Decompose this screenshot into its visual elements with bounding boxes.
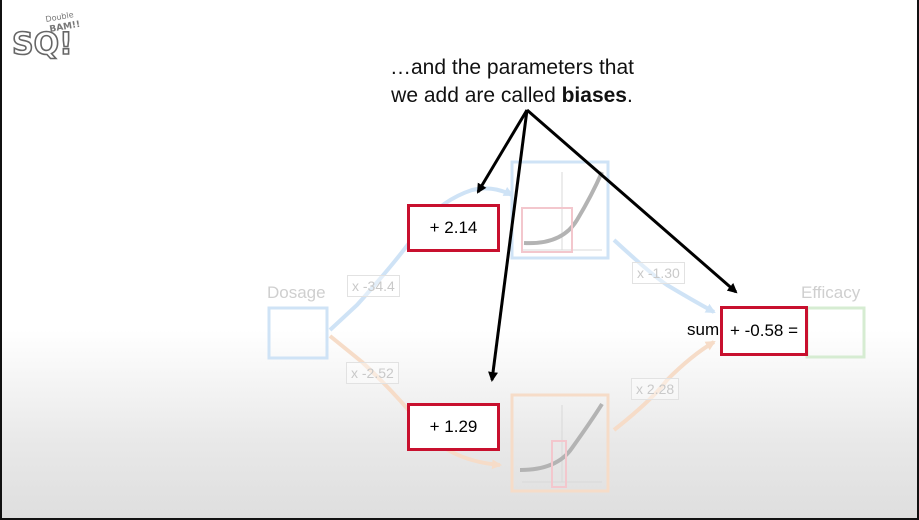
sum-label: sum <box>687 320 720 339</box>
weight-top-in: x -34.4 <box>347 275 400 297</box>
edge-top-output <box>612 238 716 314</box>
bias-final: + -0.58 = <box>720 306 808 356</box>
caption-line-2: we add are called biases. <box>332 84 692 108</box>
input-label: Dosage <box>267 283 326 302</box>
output-node <box>805 306 866 359</box>
callout-arrow-bottom <box>488 109 529 382</box>
callout-arrow-top <box>476 109 529 194</box>
input-node <box>267 306 329 360</box>
output-label: Efficacy <box>801 283 861 302</box>
caption-period: . <box>627 84 633 107</box>
edge-bottom-output <box>612 340 716 432</box>
weight-top-out: x -1.30 <box>632 262 685 284</box>
weight-bottom-in: x -2.52 <box>346 362 399 384</box>
caption-text: we add are called <box>391 84 562 107</box>
bias-bottom: + 1.29 <box>407 403 500 451</box>
caption-line-1: …and the parameters that <box>390 56 634 79</box>
weight-bottom-out: x 2.28 <box>631 378 680 400</box>
caption-bold-term: biases <box>561 84 627 107</box>
callout-arrow-final <box>526 108 738 294</box>
bottom-activation-node <box>510 393 610 493</box>
bias-top: + 2.14 <box>407 204 500 252</box>
svg-text:SQ!: SQ! <box>12 27 73 62</box>
top-activation-node <box>510 160 610 260</box>
statquest-logo: Double BAM!! SQ! <box>8 6 82 80</box>
